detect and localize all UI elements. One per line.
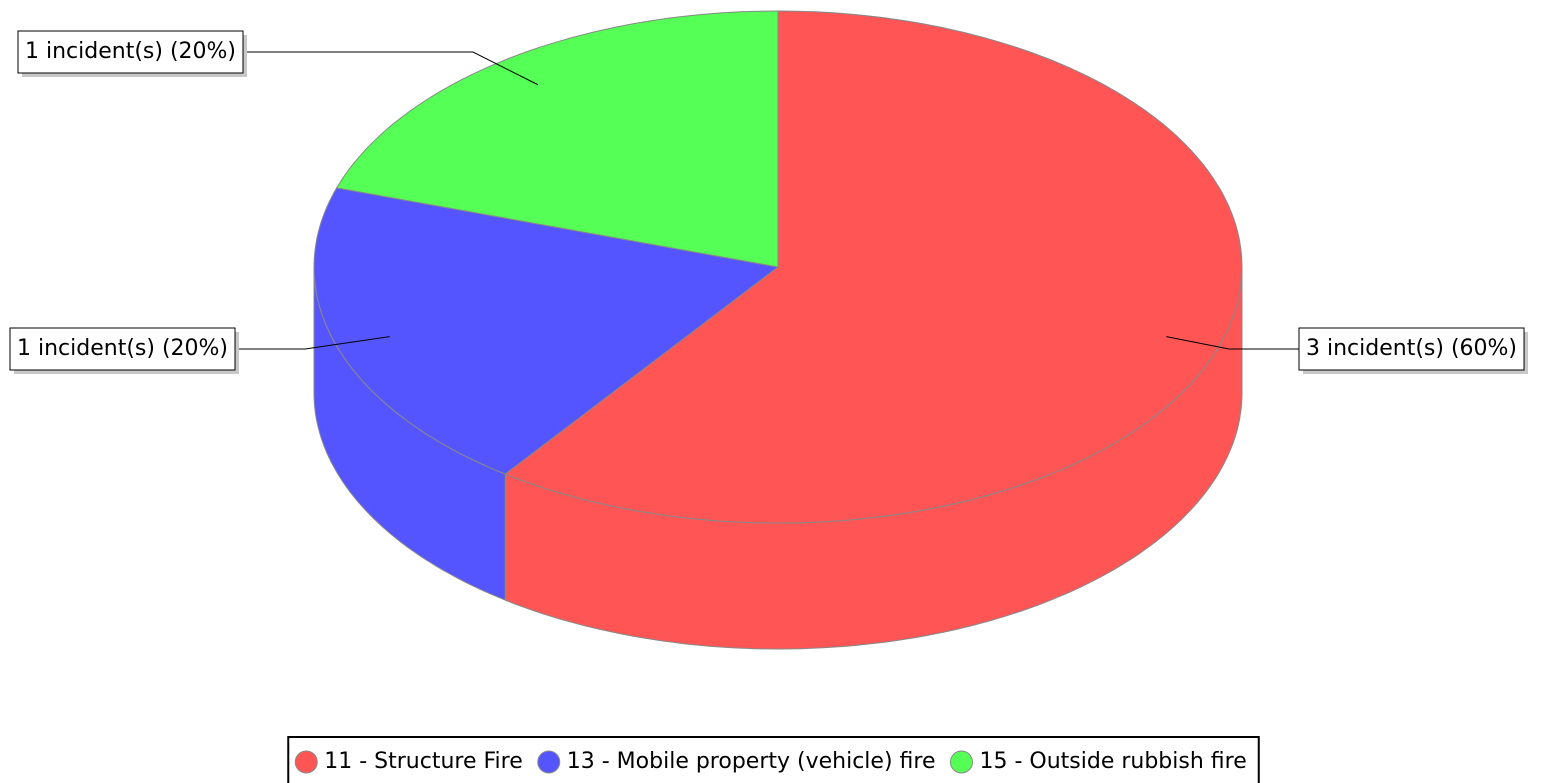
legend-label: 15 - Outside rubbish fire — [979, 749, 1246, 774]
data-label-group: 1 incident(s) (20%) — [9, 327, 390, 374]
label-box — [1298, 327, 1525, 371]
leader-line — [243, 51, 539, 86]
legend: 11 - Structure Fire 13 - Mobile property … — [287, 736, 1260, 783]
legend-swatch — [294, 750, 318, 774]
data-label-group: 1 incident(s) (20%) — [17, 30, 539, 86]
legend-label: 13 - Mobile property (vehicle) fire — [567, 749, 936, 774]
slice — [313, 187, 780, 475]
slice — [335, 10, 779, 268]
data-label: 1 incident(s) (20%) — [17, 336, 228, 361]
slice — [504, 10, 1243, 524]
data-label: 1 incident(s) (20%) — [25, 39, 236, 64]
data-label: 3 incident(s) (60%) — [1306, 336, 1517, 361]
label-box — [17, 30, 244, 74]
legend-swatch — [949, 750, 973, 774]
data-label-group: 3 incident(s) (60%) — [1166, 327, 1529, 374]
legend-box — [287, 736, 1260, 783]
leader-line — [235, 336, 390, 350]
label-box — [9, 327, 236, 371]
legend-swatch — [537, 750, 561, 774]
legend-label: 11 - Structure Fire — [324, 749, 523, 774]
leader-line — [1166, 336, 1299, 350]
